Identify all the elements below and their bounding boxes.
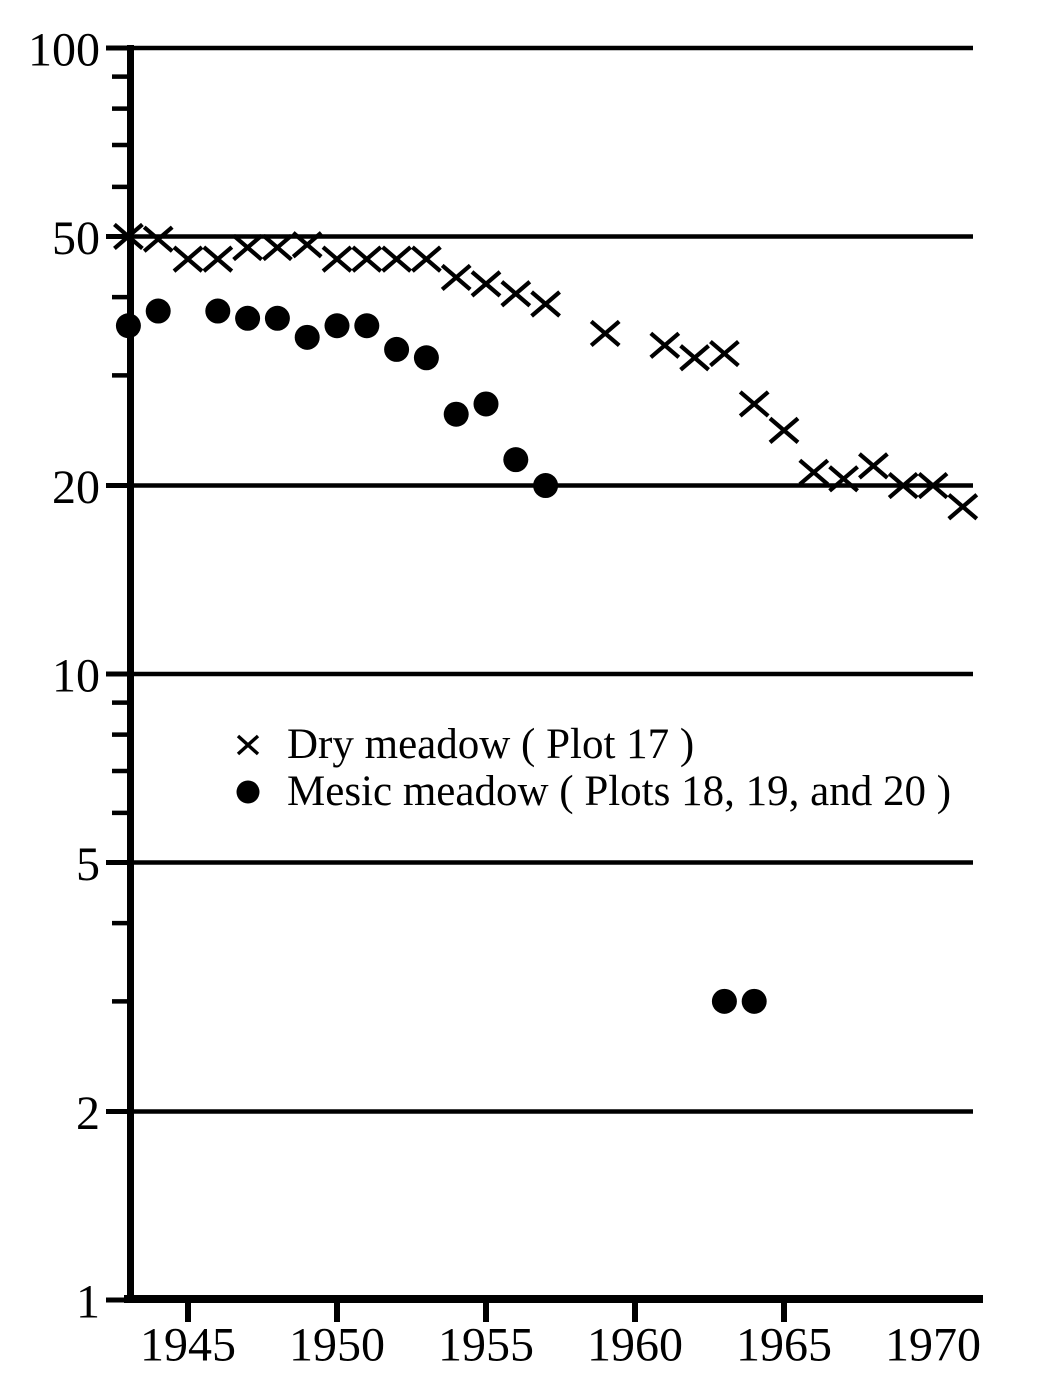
y-tick-label: 10	[52, 650, 100, 703]
mesic-meadow-point	[503, 447, 529, 473]
dry-meadow-point	[321, 245, 353, 273]
dry-meadow-point	[262, 233, 293, 262]
legend: Dry meadow ( Plot 17 ) Mesic meadow ( Pl…	[226, 721, 951, 815]
legend-label-mesic-meadow: Mesic meadow ( Plots 18, 19, and 20 )	[287, 768, 952, 815]
dry-meadow-point	[351, 245, 383, 273]
x-tick-label: 1950	[289, 1319, 385, 1372]
dry-meadow-point	[381, 245, 412, 273]
mesic-meadow-point	[384, 336, 410, 362]
mesic-meadow-point	[413, 345, 439, 371]
legend-item-mesic-meadow: Mesic meadow ( Plots 18, 19, and 20 )	[226, 768, 951, 815]
dry-meadow-point	[858, 452, 889, 480]
dry-meadow-point	[291, 231, 323, 259]
mesic-meadow-point	[741, 988, 767, 1014]
dry-meadow-point	[470, 270, 502, 298]
y-tick-label: 50	[52, 212, 100, 265]
x-tick-label: 1965	[736, 1319, 832, 1372]
mesic-meadow-point	[264, 305, 290, 331]
y-tick-label: 1	[76, 1276, 100, 1329]
dry-meadow-point	[887, 471, 919, 500]
y-tick-label: 2	[76, 1087, 100, 1140]
dry-meadow-point	[411, 245, 442, 273]
mesic-meadow-point	[354, 313, 380, 339]
dry-meadow-point	[649, 331, 681, 359]
x-tick-label: 1970	[885, 1319, 981, 1372]
dry-meadow-point	[768, 416, 800, 444]
x-tick-label: 1945	[140, 1319, 236, 1372]
dry-meadow-point	[500, 280, 532, 308]
dot-marker-icon	[226, 778, 270, 806]
dry-meadow-point	[202, 245, 234, 273]
dry-meadow-point	[917, 471, 949, 500]
dry-meadow-point	[440, 263, 472, 292]
dry-meadow-point	[738, 390, 770, 418]
dry-meadow-point	[232, 233, 263, 262]
dry-meadow-point	[530, 290, 561, 318]
x-marker-icon	[226, 731, 270, 759]
mesic-meadow-point	[443, 401, 469, 427]
mesic-meadow-point	[324, 313, 350, 339]
dry-meadow-point	[947, 493, 979, 521]
mesic-meadow-point	[235, 305, 261, 331]
dry-meadow-point	[709, 339, 740, 368]
y-tick-label: 5	[76, 838, 100, 891]
legend-item-dry-meadow: Dry meadow ( Plot 17 )	[226, 721, 951, 768]
dry-meadow-point	[798, 458, 830, 486]
mesic-meadow-point	[533, 473, 559, 499]
mesic-meadow-point	[115, 313, 141, 339]
x-tick-label: 1960	[587, 1319, 683, 1372]
mesic-meadow-point	[294, 324, 320, 350]
mesic-meadow-point	[473, 391, 499, 417]
dry-meadow-point	[589, 319, 621, 348]
dry-meadow-point	[172, 245, 204, 273]
dry-meadow-point	[828, 465, 859, 493]
x-tick-label: 1955	[438, 1319, 534, 1372]
dry-meadow-point	[113, 222, 144, 251]
mesic-meadow-point	[711, 988, 737, 1014]
mesic-meadow-point	[205, 298, 231, 324]
y-tick-label: 100	[28, 24, 100, 77]
mesic-meadow-point	[145, 298, 171, 324]
y-tick-label: 20	[52, 461, 100, 514]
legend-label-dry-meadow: Dry meadow ( Plot 17 )	[287, 721, 695, 768]
dry-meadow-point	[679, 344, 710, 372]
dry-meadow-point	[142, 225, 174, 253]
